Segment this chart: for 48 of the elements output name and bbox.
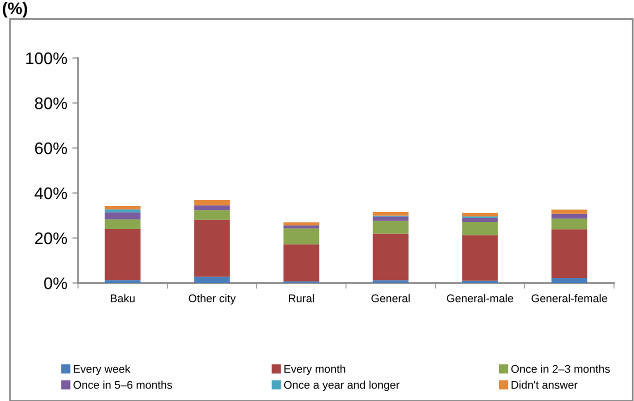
y-tick-label: 60% — [35, 142, 67, 154]
bar — [551, 229, 588, 278]
legend-label: Once a year and longer — [284, 380, 400, 391]
chart-title: (%) — [2, 2, 28, 18]
bar — [194, 220, 230, 277]
x-tick-label: Other city — [188, 294, 236, 304]
bar — [194, 210, 230, 220]
x-tick-label: General — [371, 294, 410, 302]
legend-label: Didn't answer — [512, 380, 578, 389]
bar — [104, 280, 141, 283]
x-tick-label: Baku — [110, 294, 135, 302]
bar — [372, 216, 409, 221]
bar — [283, 225, 320, 228]
y-tick-label: 40% — [34, 187, 67, 200]
y-tick-label: 20% — [35, 232, 67, 244]
y-tick-label: 80% — [34, 97, 67, 110]
bar — [551, 278, 588, 283]
bar — [372, 220, 409, 234]
bar — [283, 222, 320, 226]
bar — [104, 212, 141, 220]
legend-label: Every month — [284, 364, 346, 376]
bar — [551, 214, 588, 219]
bar — [372, 212, 409, 216]
bar — [372, 234, 409, 280]
legend-label: Once in 5–6 months — [74, 380, 172, 389]
x-tick-label: General-female — [532, 294, 608, 302]
bar — [283, 228, 320, 244]
x-tick-label: Rural — [288, 294, 314, 302]
bar — [194, 276, 230, 283]
legend-label: Every week — [74, 364, 130, 376]
bar — [462, 213, 498, 216]
bar — [104, 229, 141, 280]
legend-label: Once in 2–3 months — [511, 364, 610, 373]
y-tick-label: 0% — [44, 277, 67, 290]
bar — [104, 219, 141, 229]
x-tick-label: General-male — [446, 294, 514, 302]
bar — [462, 222, 498, 236]
bar — [104, 209, 141, 212]
bar — [462, 218, 498, 222]
bar — [372, 280, 409, 283]
bar — [551, 210, 588, 214]
bar — [283, 244, 320, 282]
bar — [551, 218, 588, 230]
bar — [104, 206, 141, 210]
bar — [462, 235, 498, 281]
y-tick-label: 100% — [26, 52, 67, 64]
bar — [194, 205, 230, 210]
bar — [194, 200, 230, 206]
